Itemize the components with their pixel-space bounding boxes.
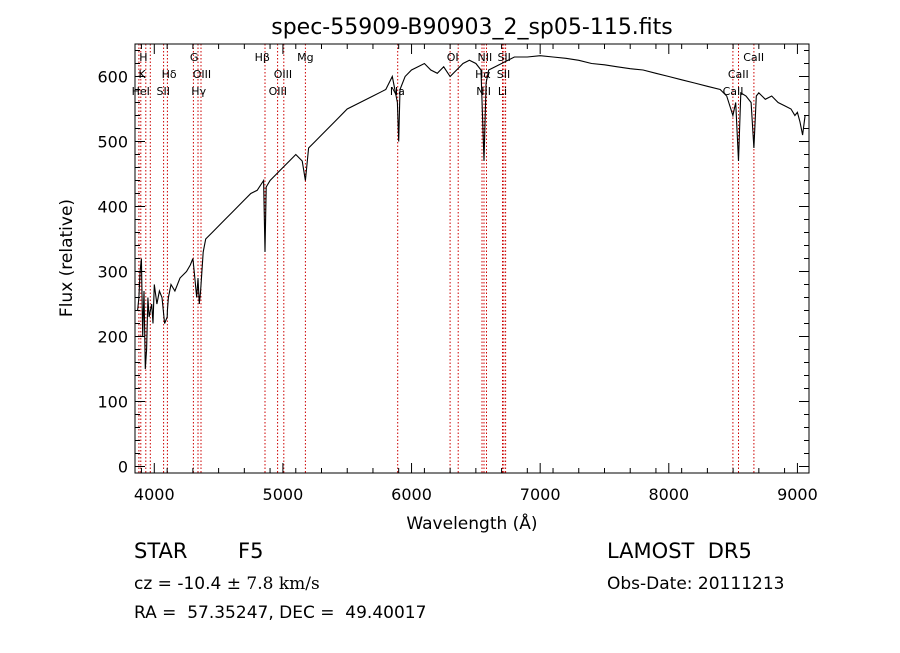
chart-title: spec-55909-B90903_2_sp05-115.fits	[271, 15, 673, 40]
y-axis-ticks: 0 100 200 300 400 500 600	[97, 50, 809, 477]
cz-uncertainty: ± 7.8 km/s	[221, 574, 320, 594]
line-label: OIII	[193, 68, 211, 81]
object-class: STAR	[134, 539, 188, 563]
line-label: Na	[390, 85, 405, 98]
line-label: CaII	[728, 68, 749, 81]
redshift-line: cz = -10.4 ± 7.8 km/s	[134, 574, 320, 594]
line-label: OIII	[274, 68, 292, 81]
y-tick-label: 300	[97, 263, 128, 282]
x-tick-label: 4000	[134, 485, 175, 504]
line-label: G	[190, 51, 199, 64]
x-tick-label: 7000	[520, 485, 561, 504]
line-label: Mg	[297, 51, 313, 64]
cz-value: -10.4	[177, 574, 222, 594]
obs-date: Obs-Date: 20111213	[607, 574, 785, 594]
line-label: Li	[498, 85, 507, 98]
y-tick-label: 200	[97, 328, 128, 347]
x-axis-label: Wavelength (Å)	[406, 512, 537, 534]
x-tick-label: 9000	[777, 485, 818, 504]
line-label: SII	[497, 68, 510, 81]
line-label: CaII	[723, 85, 744, 98]
line-label: Hβ	[255, 51, 270, 64]
line-label: OI	[447, 51, 459, 64]
y-tick-label: 400	[97, 198, 128, 217]
y-tick-label: 100	[97, 393, 128, 412]
line-label: Hγ	[191, 85, 206, 98]
line-label: SII	[157, 85, 170, 98]
cz-label: cz =	[134, 574, 178, 594]
line-label: H	[139, 51, 147, 64]
line-label: NII	[478, 51, 493, 64]
line-label: NII	[476, 85, 491, 98]
x-tick-label: 5000	[263, 485, 304, 504]
x-tick-label: 6000	[391, 485, 432, 504]
x-tick-label: 8000	[648, 485, 689, 504]
line-label: Hδ	[162, 68, 177, 81]
spectrum-line	[137, 55, 806, 370]
line-label: CaII	[743, 51, 764, 64]
line-label: HeI	[132, 85, 150, 98]
line-markers	[138, 44, 755, 473]
subclass: F5	[238, 539, 264, 563]
line-label: OIII	[269, 85, 287, 98]
plot-frame	[134, 43, 810, 474]
ra-dec: RA = 57.35247, DEC = 49.40017	[134, 603, 427, 623]
y-tick-label: 600	[97, 68, 128, 87]
line-label: K	[138, 68, 146, 81]
y-axis-label: Flux (relative)	[57, 199, 77, 317]
y-tick-label: 500	[97, 133, 128, 152]
survey-name: LAMOST DR5	[607, 539, 752, 563]
y-tick-label: 0	[118, 458, 128, 477]
x-axis-ticks: 4000 5000 6000 7000 8000 9000	[134, 44, 818, 504]
